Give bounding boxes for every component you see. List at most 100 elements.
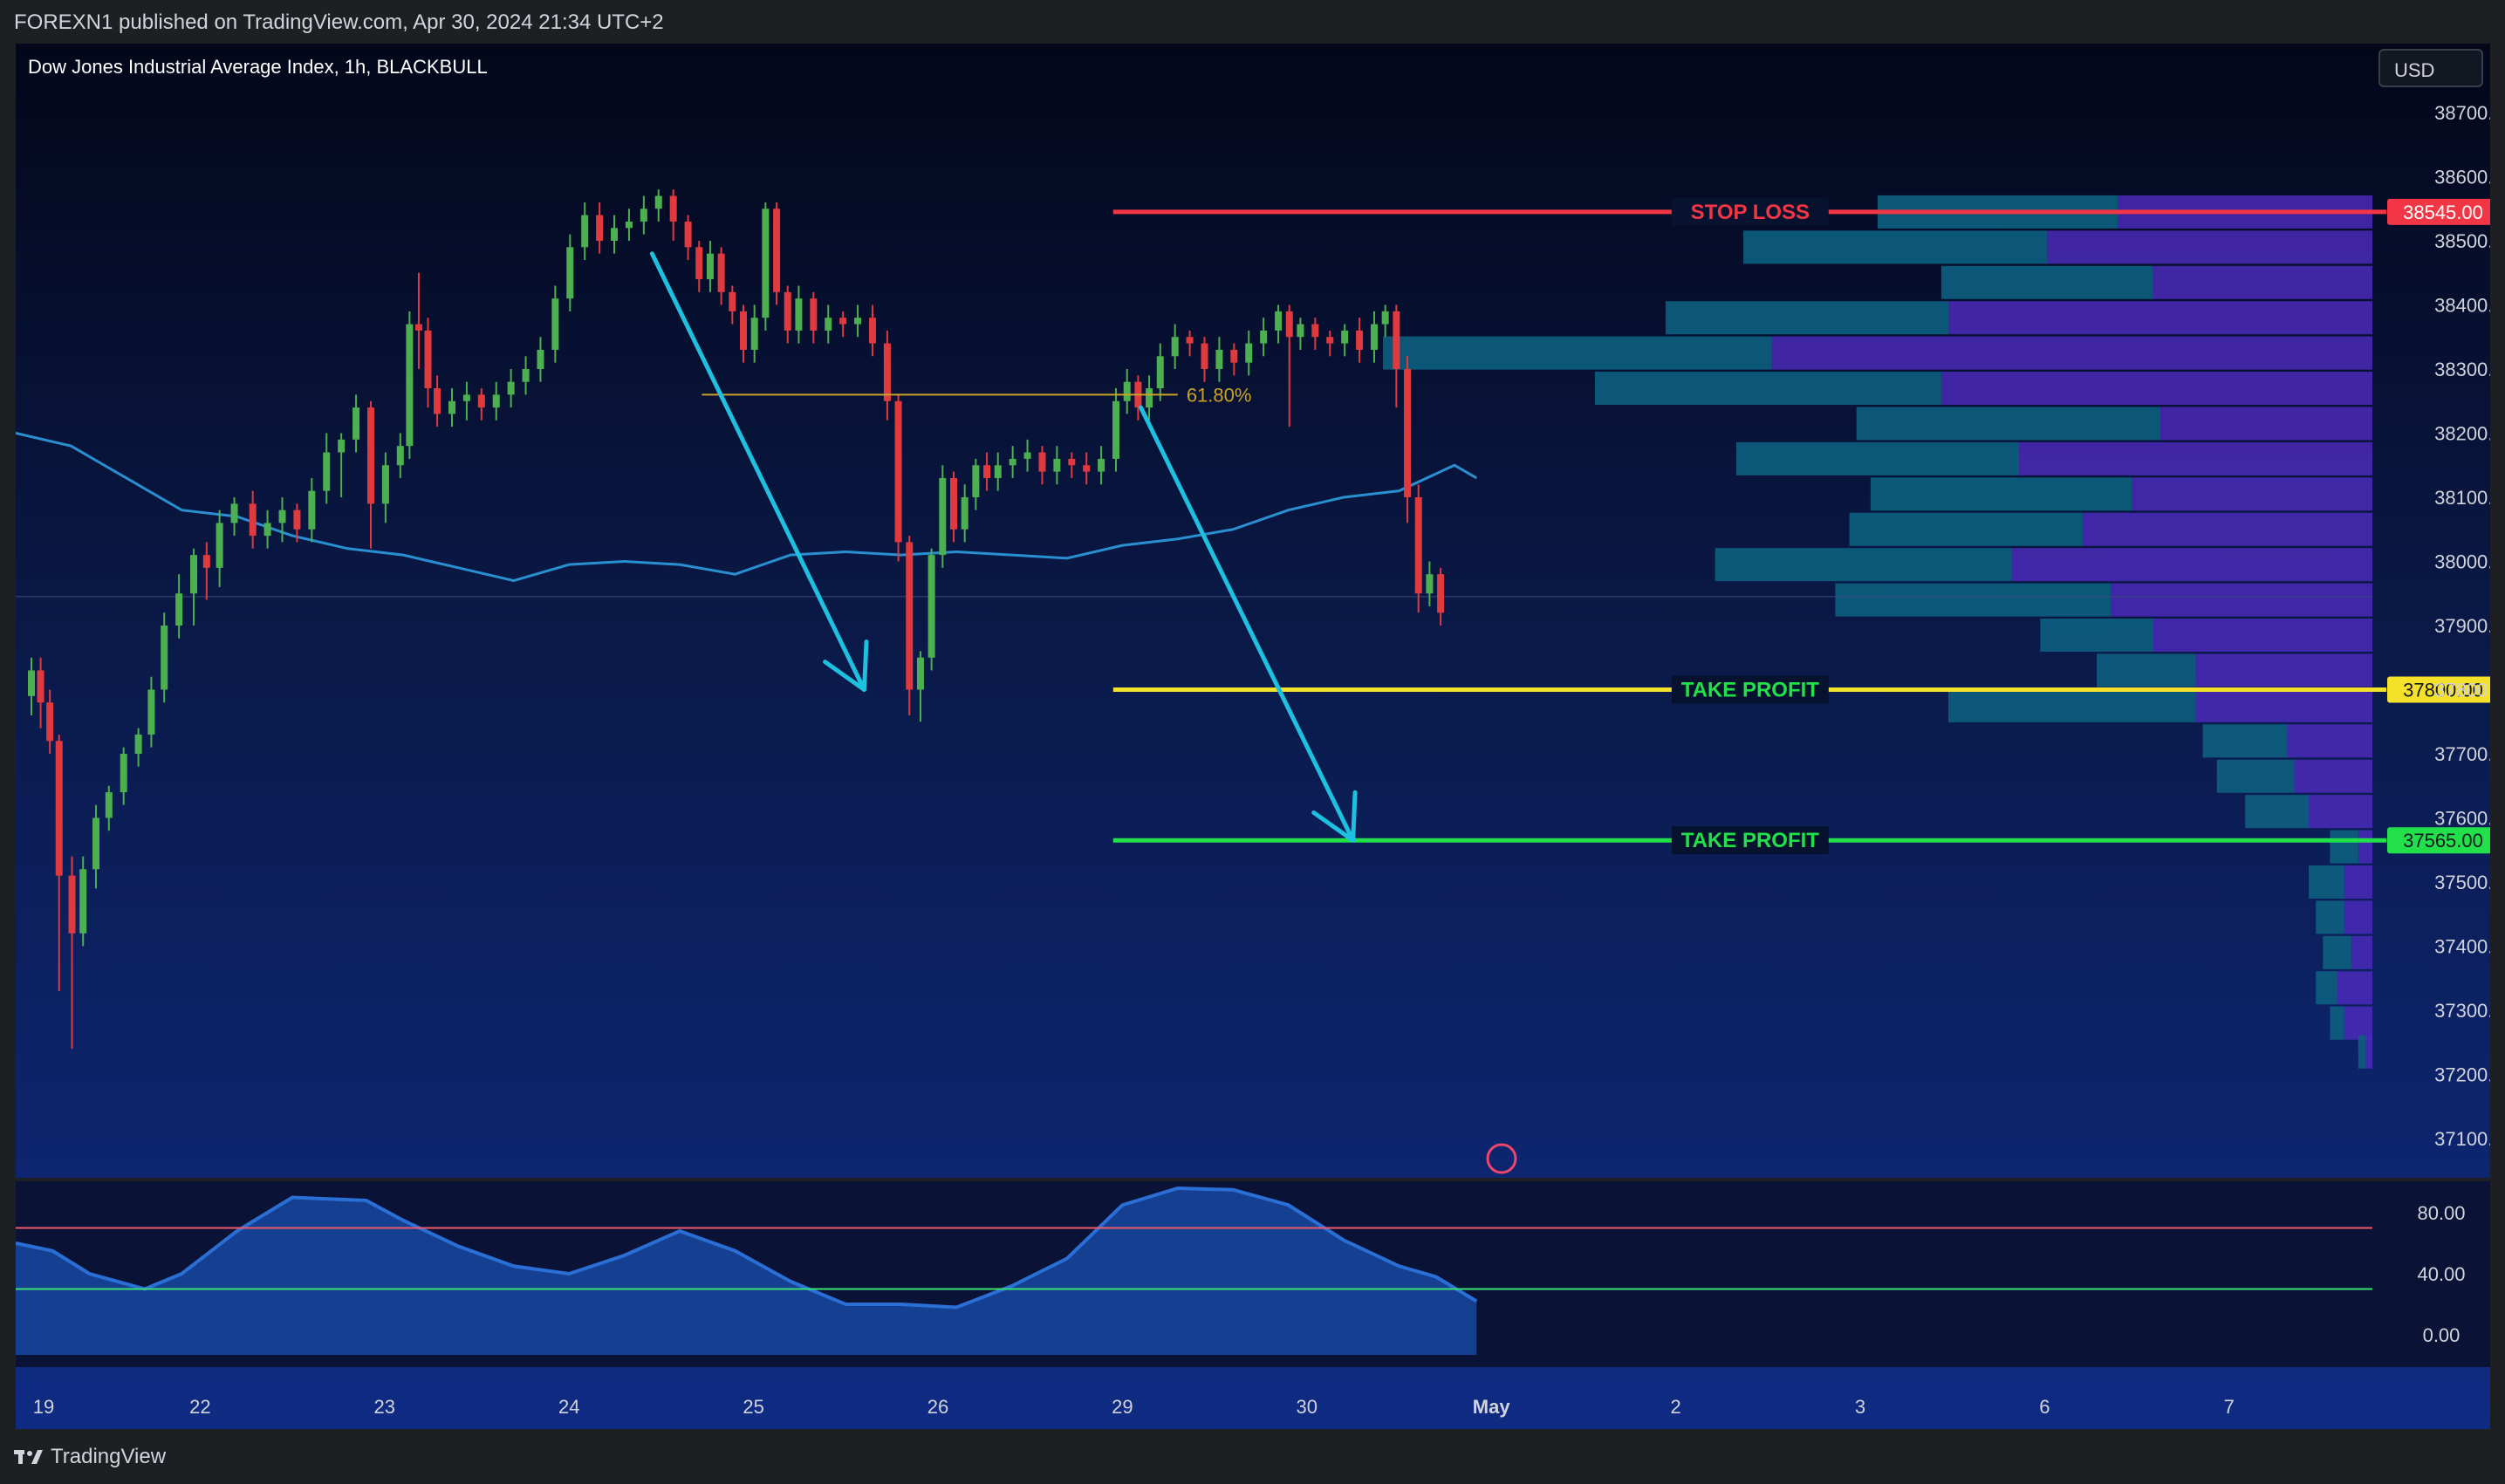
candle-body [1370,324,1378,350]
candle-body [68,875,76,933]
volume-profile-down-bar [2351,935,2372,969]
symbol-legend[interactable]: Dow Jones Industrial Average Index, 1h, … [28,56,488,78]
candle-body [55,741,63,876]
time-tick-label: 19 [33,1396,54,1418]
volume-profile-up-bar [2245,795,2310,829]
candle-body [654,195,662,209]
time-tick-label: 7 [2224,1396,2235,1418]
time-tick-label: 22 [189,1396,210,1418]
price-tick-label: 37900.00 [2434,615,2490,637]
candle-body [1123,381,1131,401]
volume-profile-up-bar [1948,688,2196,722]
candle-body [883,343,891,401]
candle-body [1156,356,1164,389]
candle-body [434,388,441,414]
tradingview-logo-icon [14,1449,43,1464]
candle-body [1215,349,1223,369]
take-profit-2-label: TAKE PROFIT [1681,829,1820,852]
candle-body [868,318,876,344]
candle-body [784,291,791,331]
candle-body [406,324,414,447]
candle-body [684,221,692,248]
time-tick-label: 23 [374,1396,395,1418]
candle-body [1393,311,1400,369]
candle-body [1245,343,1253,363]
candle-body [795,298,803,331]
volume-profile-down-bar [2309,795,2372,829]
chart-area[interactable]: 61.80% STOP LOSS 38545.00 TAKE PROFIT 37800.… [16,44,2490,1429]
currency-button[interactable]: USD [2378,49,2483,87]
candle-body [175,593,183,626]
candle-body [773,209,781,292]
candle-body [1381,311,1389,325]
candle-body [1230,349,1238,363]
trend-arrow-shaft [649,251,866,692]
time-tick-label: 3 [1855,1396,1865,1418]
take-profit-1-price-tag [2387,676,2490,703]
volume-profile-down-bar [2195,653,2372,687]
price-tick-label: 37800.00 [2434,680,2490,701]
candle-body [278,509,286,523]
candle-body [264,523,271,537]
volume-profile-down-bar [2358,830,2372,864]
candle-body [1404,369,1412,497]
candle-body [729,291,736,311]
candle-body [414,324,422,331]
volume-profile-down-bar [2195,688,2372,722]
take-profit-1-price-label: 37800.00 [2403,680,2483,701]
price-tick-label: 38300.00 [2434,359,2490,380]
stop-loss-label: STOP LOSS [1691,201,1810,224]
candle-body [1356,330,1364,350]
price-tick-label: 38500.00 [2434,230,2490,252]
price-tick-label: 37200.00 [2434,1064,2490,1086]
trend-arrow-head [1311,790,1358,843]
candle-body [293,509,301,530]
candle-body [37,670,44,703]
candle-body [1038,452,1046,472]
candle-body [1112,400,1120,459]
price-tick-label: 38000.00 [2434,551,2490,573]
volume-profile-up-bar [2323,935,2351,969]
oscillator-area [16,1188,1477,1355]
time-tick-label: May [1473,1396,1511,1418]
candle-body [994,465,1002,478]
volume-profile-down-bar [2160,407,2372,441]
volume-profile-down-bar [1940,372,2372,406]
candle-body [810,298,818,331]
price-tick-label: 38700.00 [2434,102,2490,124]
candle-body [477,394,485,408]
volume-profile-up-bar [2358,1035,2365,1069]
candle-body [950,477,957,530]
volume-profile-up-bar [1835,583,2111,617]
candle-body [825,318,832,331]
candle-body [134,734,142,754]
price-tick-label: 37600.00 [2434,808,2490,830]
price-tick-label: 37100.00 [2434,1128,2490,1150]
volume-profile-down-bar [2153,619,2372,653]
candle-body [308,490,316,530]
chart-canvas[interactable]: 61.80% STOP LOSS 38545.00 TAKE PROFIT 37800.… [16,44,2490,1429]
candle-body [706,253,714,280]
candle-body [1201,343,1208,369]
tradingview-logo[interactable]: TradingView [14,1445,166,1469]
candle-body [338,439,346,453]
time-tick-label: 30 [1297,1396,1318,1418]
candle-body [79,869,87,933]
volume-profile-up-bar [1714,548,2012,582]
volume-profile-up-bar [1870,477,2132,511]
time-tick-label: 29 [1112,1396,1133,1418]
oscillator-tick-label: 40.00 [2417,1263,2465,1285]
take-profit-2-price-tag [2387,827,2490,854]
candle-body [669,195,677,222]
candle-body [1009,458,1016,466]
volume-profile-up-bar [2216,759,2295,793]
volume-profile-down-bar [2082,512,2372,546]
candle-body [839,318,847,325]
candle-body [522,369,530,382]
candle-body [581,215,589,248]
candle-body [1414,497,1422,594]
candle-body [1053,458,1061,472]
volume-profile-up-bar [2309,865,2344,899]
volume-profile-up-bar [1849,512,2083,546]
candle-body [1326,337,1334,344]
